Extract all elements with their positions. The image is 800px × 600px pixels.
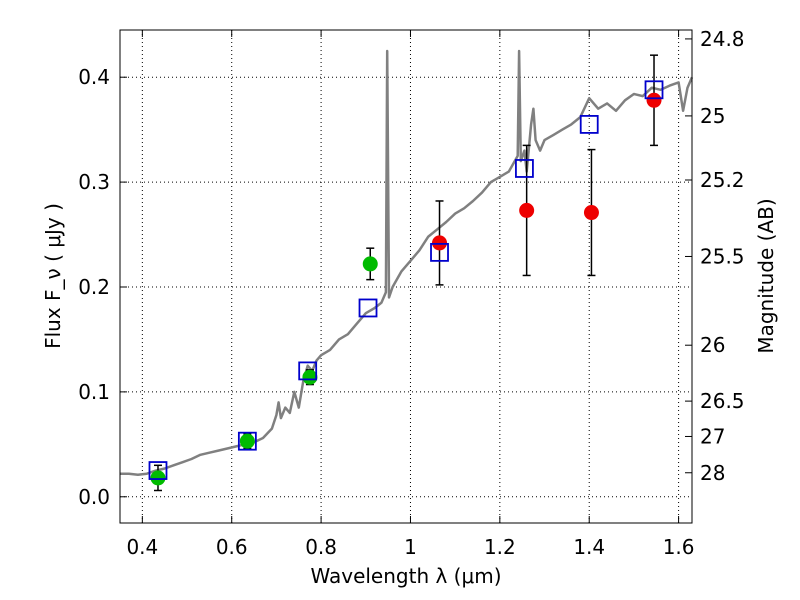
x-tick-label: 1.2: [484, 535, 516, 559]
model-square: [148, 461, 168, 480]
x-axis-label: Wavelength λ (μm): [310, 564, 501, 588]
plot-frame: [119, 29, 693, 524]
x-tick-label: 0.4: [126, 535, 158, 559]
y-axis-label: Flux F_ν ( μJy ): [41, 203, 65, 349]
y-tick-label: 0.2: [78, 275, 110, 299]
model-square: [579, 115, 599, 134]
template-spectrum-line: [120, 49, 694, 476]
y-tick-label: 0.0: [78, 485, 110, 509]
y2-tick-label: 25.2: [700, 168, 745, 192]
template-spectrum: [120, 49, 694, 476]
grid-lines: [120, 30, 692, 523]
y2-tick-label: 27: [700, 424, 725, 448]
x-tick-label: 1: [404, 535, 417, 559]
green-data-point: [362, 256, 378, 272]
red-data-point: [519, 202, 535, 218]
red-data-point: [432, 235, 448, 251]
y2-tick-label: 25.5: [700, 244, 745, 268]
axis-ticks: 0.4 0.6 0.8 1 1.2 1.4 1.6 0.0 0.1 0.2 0.3 0.4 24.8 25…: [78, 27, 744, 559]
y2-tick-label: 25: [700, 104, 725, 128]
green-data-point: [150, 470, 166, 486]
model-square: [358, 298, 378, 318]
y2-tick-label: 28: [700, 461, 725, 485]
x-tick-label: 1.4: [573, 535, 605, 559]
green-data-point: [302, 369, 318, 385]
model-square: [430, 242, 449, 262]
y2-tick-label: 26: [700, 333, 725, 357]
model-square: [298, 361, 318, 381]
x-tick-label: 0.6: [216, 535, 248, 559]
x-tick-label: 0.8: [305, 535, 337, 559]
y2-axis-label: Magnitude (AB): [754, 198, 778, 353]
y2-tick-label: 24.8: [700, 27, 745, 51]
model-square: [644, 80, 664, 100]
y-tick-label: 0.1: [78, 380, 110, 404]
red-data-point: [583, 205, 599, 221]
red-data-point: [646, 92, 662, 108]
model-square: [515, 159, 534, 178]
y-tick-label: 0.4: [78, 65, 110, 89]
data-markers: [148, 54, 664, 492]
y2-tick-label: 26.5: [700, 389, 745, 413]
model-square: [237, 431, 257, 451]
x-tick-label: 1.6: [663, 535, 695, 559]
green-data-point: [239, 433, 255, 449]
y-tick-label: 0.3: [78, 170, 110, 194]
